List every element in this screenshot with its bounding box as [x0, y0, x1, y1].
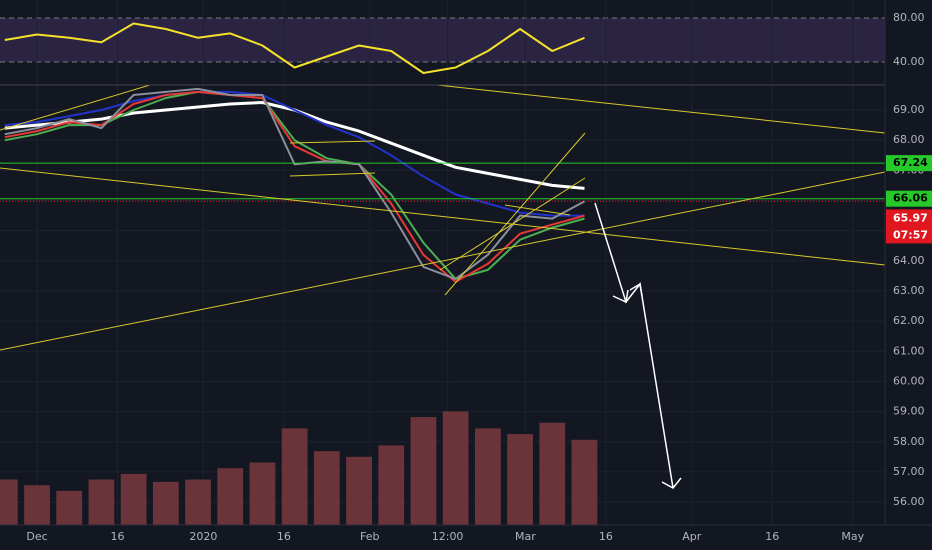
- y-tick-label: 63.00: [893, 284, 925, 297]
- trendline: [0, 84, 151, 131]
- countdown-label: 07:57: [893, 228, 928, 241]
- x-tick-label: 16: [599, 530, 613, 543]
- y-tick-label: 60.00: [893, 374, 925, 387]
- y-tick-label: 64.00: [893, 254, 925, 267]
- y-tick-label: 68.00: [893, 133, 925, 146]
- volume-bar: [120, 473, 147, 525]
- volume-bar: [24, 485, 50, 525]
- volume-bar: [378, 445, 405, 525]
- x-tick-label: 16: [765, 530, 779, 543]
- volume-bar: [56, 490, 83, 525]
- volume-bar: [410, 417, 437, 525]
- forecast-arrow: [594, 202, 674, 489]
- last-price-box: [886, 209, 932, 244]
- volume-bar: [0, 479, 18, 525]
- volume-bar: [539, 422, 566, 525]
- volume-bar: [281, 428, 308, 525]
- x-tick-label: 16: [111, 530, 125, 543]
- arrow-head: [612, 289, 629, 304]
- level-label-box: [886, 155, 932, 172]
- volume-bar: [217, 468, 244, 525]
- x-tick-label: 12:00: [432, 530, 464, 543]
- level-label: 66.06: [893, 192, 928, 205]
- volume-bar: [474, 428, 501, 525]
- y-tick-label: 58.00: [893, 435, 925, 448]
- series-line: [4, 22, 585, 74]
- trendlines: [0, 84, 886, 351]
- arrow-head: [629, 282, 643, 297]
- trendline: [444, 132, 586, 296]
- trendline: [0, 171, 886, 351]
- y-tick-label: 62.00: [893, 314, 925, 327]
- trendline: [439, 177, 586, 271]
- x-tick-label: Apr: [682, 530, 702, 543]
- y-tick-label: 57.00: [893, 465, 925, 478]
- x-tick-label: Feb: [360, 530, 379, 543]
- series-line: [4, 87, 585, 280]
- labels-layer: 80.00 40.00 56.00 57.00 58.00 59.00 60.00 61.00…: [26, 11, 932, 543]
- arrows: [594, 202, 682, 489]
- trendline: [504, 204, 571, 216]
- y-tick-label: 59.00: [893, 405, 925, 418]
- volume-bar: [185, 479, 211, 525]
- y-tick-label: 40.00: [893, 55, 925, 68]
- y-tick-label: 61.00: [893, 344, 925, 357]
- series-line: [4, 90, 585, 217]
- volume-bar: [88, 479, 115, 525]
- y-tick-label: 69.00: [893, 103, 925, 116]
- volume-bar: [507, 434, 533, 525]
- x-tick-label: 2020: [189, 530, 217, 543]
- trendline: [0, 167, 886, 266]
- trendline: [436, 84, 886, 134]
- trendline: [289, 140, 376, 144]
- x-tick-label: Dec: [26, 530, 47, 543]
- last-price-label: 65.97: [893, 211, 928, 224]
- x-tick-label: Mar: [515, 530, 536, 543]
- volume-bar: [152, 481, 179, 525]
- series-line: [4, 90, 585, 283]
- arrow-head: [661, 477, 682, 489]
- level-label-box: [886, 190, 932, 207]
- volume-bar: [249, 462, 276, 525]
- y-tick-label: 80.00: [893, 11, 925, 24]
- volume-bar: [571, 439, 598, 525]
- x-tick-label: 16: [277, 530, 291, 543]
- x-tick-label: May: [841, 530, 864, 543]
- volume-bar: [442, 411, 469, 525]
- level-label: 67.24: [893, 156, 928, 169]
- volume-bar: [313, 451, 340, 525]
- y-tick-label: 56.00: [893, 495, 925, 508]
- volume-bar: [346, 456, 372, 525]
- marks-layer: [0, 22, 885, 525]
- trendline: [289, 172, 376, 177]
